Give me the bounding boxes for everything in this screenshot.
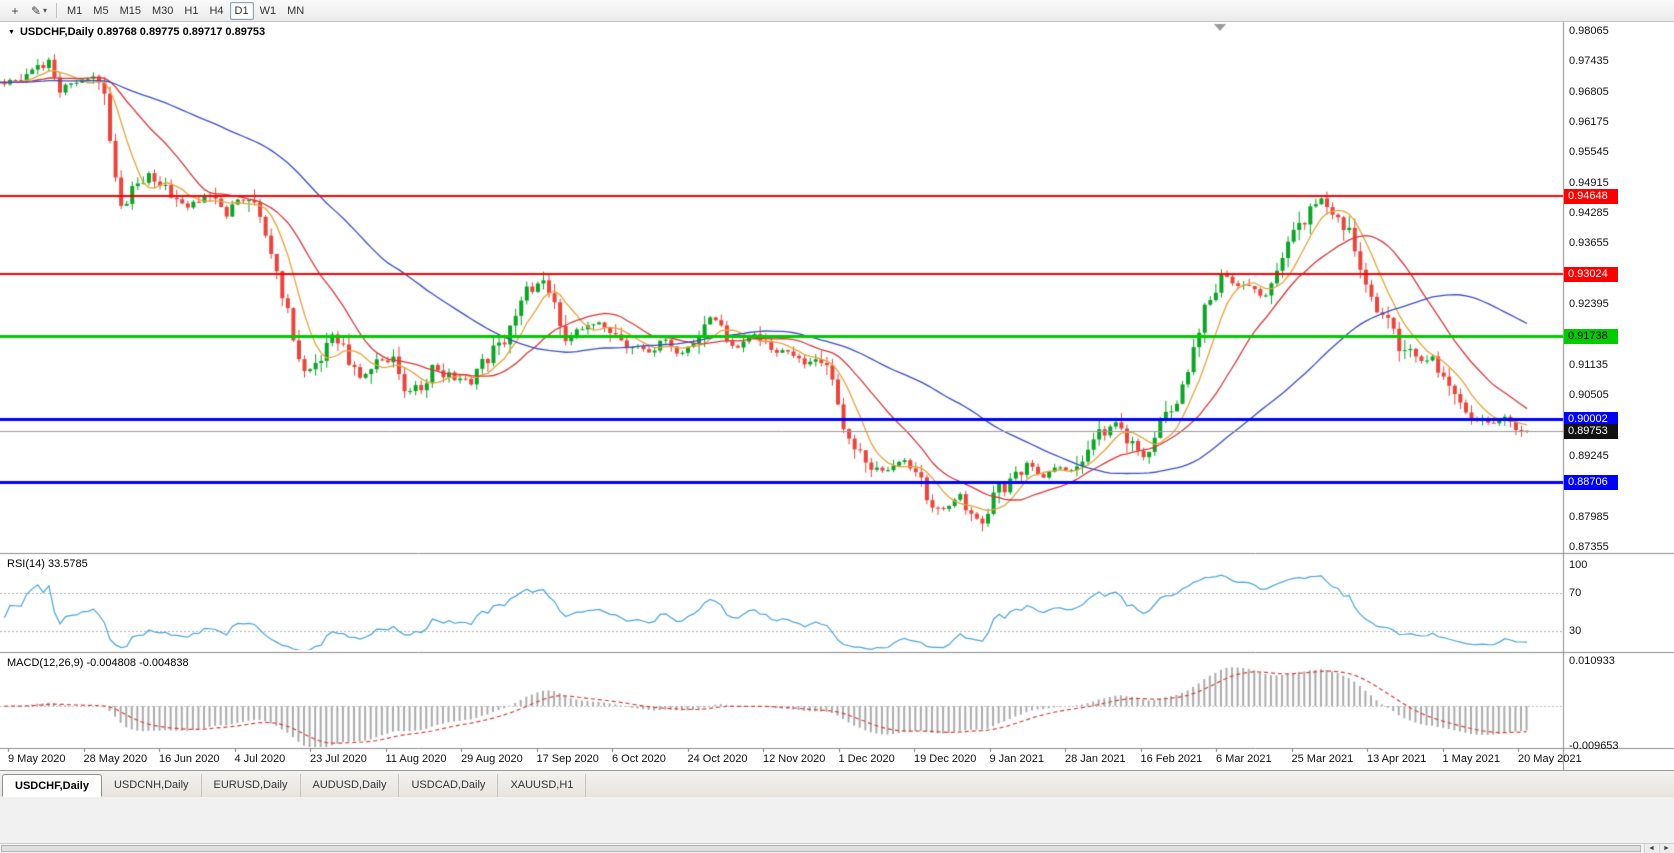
chart-ohlc-label: USDCHF,Daily 0.89768 0.89775 0.89717 0.8… [19, 26, 266, 38]
price-level-badge: 0.91738 [1564, 328, 1618, 344]
timeframe-button-m30[interactable]: M30 [151, 4, 174, 17]
date-axis-label: 1 May 2021 [1442, 753, 1500, 765]
date-axis-label: 20 May 2021 [1518, 753, 1582, 765]
scroll-right-button[interactable]: ► [1659, 844, 1673, 853]
price-scale[interactable]: 0.98065 0.97435 0.96805 0.96175 0.95545 0.949… [1563, 22, 1674, 770]
chart-tab-audusd-daily[interactable]: AUDUSD,Daily [301, 774, 400, 797]
date-axis-label: 16 Feb 2021 [1140, 753, 1203, 765]
collapse-triangle-icon: ▼ [8, 28, 15, 36]
price-axis-label: 0.94285 [1569, 207, 1609, 220]
chart-title: ▼ USDCHF,Daily 0.89768 0.89775 0.89717 0… [8, 26, 265, 38]
date-axis-label: 28 Jan 2021 [1065, 753, 1126, 765]
timeframe-button-h4[interactable]: H4 [209, 4, 224, 17]
scrollbar-thumb[interactable] [1, 845, 1641, 852]
rsi-axis-label: 100 [1569, 558, 1588, 571]
scroll-left-button[interactable]: ◄ [1644, 844, 1658, 853]
date-axis-label: 6 Oct 2020 [612, 753, 666, 765]
price-level-badge: 0.93024 [1564, 266, 1618, 282]
price-axis-label: 0.94915 [1569, 176, 1609, 189]
horizontal-scrollbar[interactable]: ◄ ► [0, 843, 1674, 853]
price-axis-label: 0.96805 [1569, 85, 1609, 98]
bid-price-badge: 0.89753 [1564, 424, 1618, 440]
rsi-indicator-label: RSI(14) 33.5785 [7, 558, 88, 570]
toolbar: + ✎ ▾ M1 M5 M15 M30 H1 H4 D1 W1 MN [0, 0, 1674, 22]
price-level-badge: 0.88706 [1564, 474, 1618, 490]
date-axis-label: 24 Oct 2020 [687, 753, 748, 765]
timeframe-button-d1[interactable]: D1 [229, 1, 254, 20]
macd-axis-label: -0.009653 [1569, 740, 1619, 752]
dropdown-caret-icon: ▾ [43, 6, 48, 15]
price-axis-label: 0.92395 [1569, 298, 1609, 311]
crosshair-tool-button[interactable]: + [3, 2, 27, 20]
timeframe-button-m5[interactable]: M5 [93, 4, 109, 17]
date-axis-label: 1 Dec 2020 [838, 753, 895, 765]
timeframe-button-m15[interactable]: M15 [119, 4, 141, 17]
price-axis-label: 0.90505 [1569, 389, 1609, 402]
date-axis-label: 25 Mar 2021 [1291, 753, 1354, 765]
macd-axis-label: 0.010933 [1569, 655, 1615, 667]
chart-tabs-bar: USDCHF,Daily USDCNH,Daily EURUSD,Daily AUDU… [0, 770, 1674, 797]
date-axis-label: 29 Aug 2020 [461, 753, 523, 765]
date-axis-label: 13 Apr 2021 [1367, 753, 1427, 765]
price-axis-label: 0.97435 [1569, 55, 1609, 68]
status-strip [0, 797, 1674, 843]
date-axis-label: 12 Nov 2020 [763, 753, 826, 765]
chart-tab-usdcnh-daily[interactable]: USDCNH,Daily [102, 774, 202, 797]
price-axis-label: 0.87985 [1569, 510, 1609, 523]
timeframe-button-w1[interactable]: W1 [259, 4, 277, 17]
date-axis[interactable]: 9 May 2020 28 May 2020 16 Jun 2020 4 Jul 20… [0, 749, 1582, 770]
timeframe-button-h1[interactable]: H1 [184, 4, 199, 17]
price-axis-label: 0.96175 [1569, 116, 1609, 129]
price-axis-label: 0.98065 [1569, 25, 1609, 37]
price-axis-label: 0.93655 [1569, 237, 1609, 250]
toolbar-separator [56, 3, 57, 18]
chart-tab-usdcad-daily[interactable]: USDCAD,Daily [399, 774, 499, 797]
price-level-badge: 0.90002 [1564, 412, 1618, 428]
timeframe-buttons: M1 M5 M15 M30 H1 H4 D1 W1 MN [62, 1, 309, 20]
date-axis-label: 17 Sep 2020 [536, 753, 599, 765]
price-level-badge: 0.94648 [1564, 188, 1618, 204]
date-axis-label: 9 Jan 2021 [989, 753, 1044, 765]
macd-indicator-label: MACD(12,26,9) -0.004808 -0.004838 [7, 657, 189, 669]
price-axis-label: 0.91135 [1569, 358, 1608, 371]
timeframe-button-mn[interactable]: MN [287, 4, 305, 17]
date-axis-label: 6 Mar 2021 [1216, 753, 1272, 765]
pencil-icon: ✎ [30, 3, 42, 18]
price-axis-label: 0.95545 [1569, 146, 1609, 159]
draw-tools-button[interactable]: ✎ ▾ [27, 2, 51, 20]
chart-tab-xauusd-h1[interactable]: XAUUSD,H1 [498, 774, 587, 797]
date-axis-label: 9 May 2020 [8, 753, 66, 765]
date-axis-label: 11 Aug 2020 [385, 753, 447, 765]
date-axis-label: 19 Dec 2020 [914, 753, 977, 765]
date-axis-label: 4 Jul 2020 [234, 753, 286, 765]
crosshair-icon: + [11, 3, 19, 18]
date-axis-label: 28 May 2020 [83, 753, 148, 765]
chart-tab-usdchf-daily[interactable]: USDCHF,Daily [2, 774, 102, 797]
chart-tab-eurusd-daily[interactable]: EURUSD,Daily [202, 774, 301, 797]
rsi-axis-label: 70 [1569, 586, 1582, 599]
price-axis-label: 0.87355 [1569, 541, 1609, 553]
date-axis-label: 23 Jul 2020 [310, 753, 367, 765]
date-axis-label: 16 Jun 2020 [159, 753, 220, 765]
timeframe-button-m1[interactable]: M1 [67, 4, 83, 17]
rsi-axis-label: 30 [1569, 624, 1582, 637]
price-axis-label: 0.89245 [1569, 449, 1609, 462]
